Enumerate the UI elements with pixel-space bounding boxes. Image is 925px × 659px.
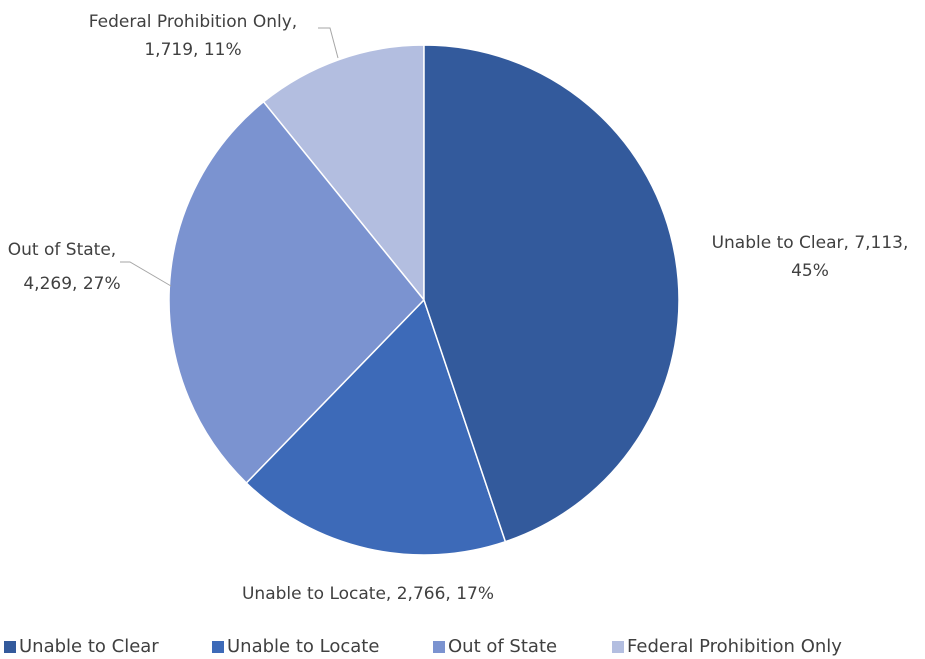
legend-label: Unable to Clear bbox=[19, 636, 159, 657]
legend-label: Unable to Locate bbox=[227, 636, 379, 657]
data-label: 1,719, 11% bbox=[144, 40, 241, 60]
legend-swatch bbox=[612, 641, 624, 653]
pie-slice bbox=[168, 100, 426, 485]
leader-line bbox=[318, 27, 339, 59]
legend-swatch bbox=[433, 641, 445, 653]
pie-slice bbox=[245, 298, 507, 556]
data-label: 45% bbox=[791, 261, 829, 281]
data-label: 4,269, 27% bbox=[23, 274, 120, 294]
data-label: Out of State, bbox=[8, 240, 116, 260]
legend-swatch bbox=[4, 641, 16, 653]
data-label: Federal Prohibition Only, bbox=[89, 12, 297, 32]
legend-label: Federal Prohibition Only bbox=[627, 636, 842, 657]
data-label: Unable to Locate, 2,766, 17% bbox=[242, 584, 494, 604]
pie-slice bbox=[262, 44, 425, 303]
data-label: Unable to Clear, 7,113, bbox=[712, 233, 909, 253]
leader-line bbox=[120, 261, 172, 287]
legend-swatch bbox=[212, 641, 224, 653]
legend-label: Out of State bbox=[448, 636, 557, 657]
pie-slice bbox=[423, 44, 680, 543]
